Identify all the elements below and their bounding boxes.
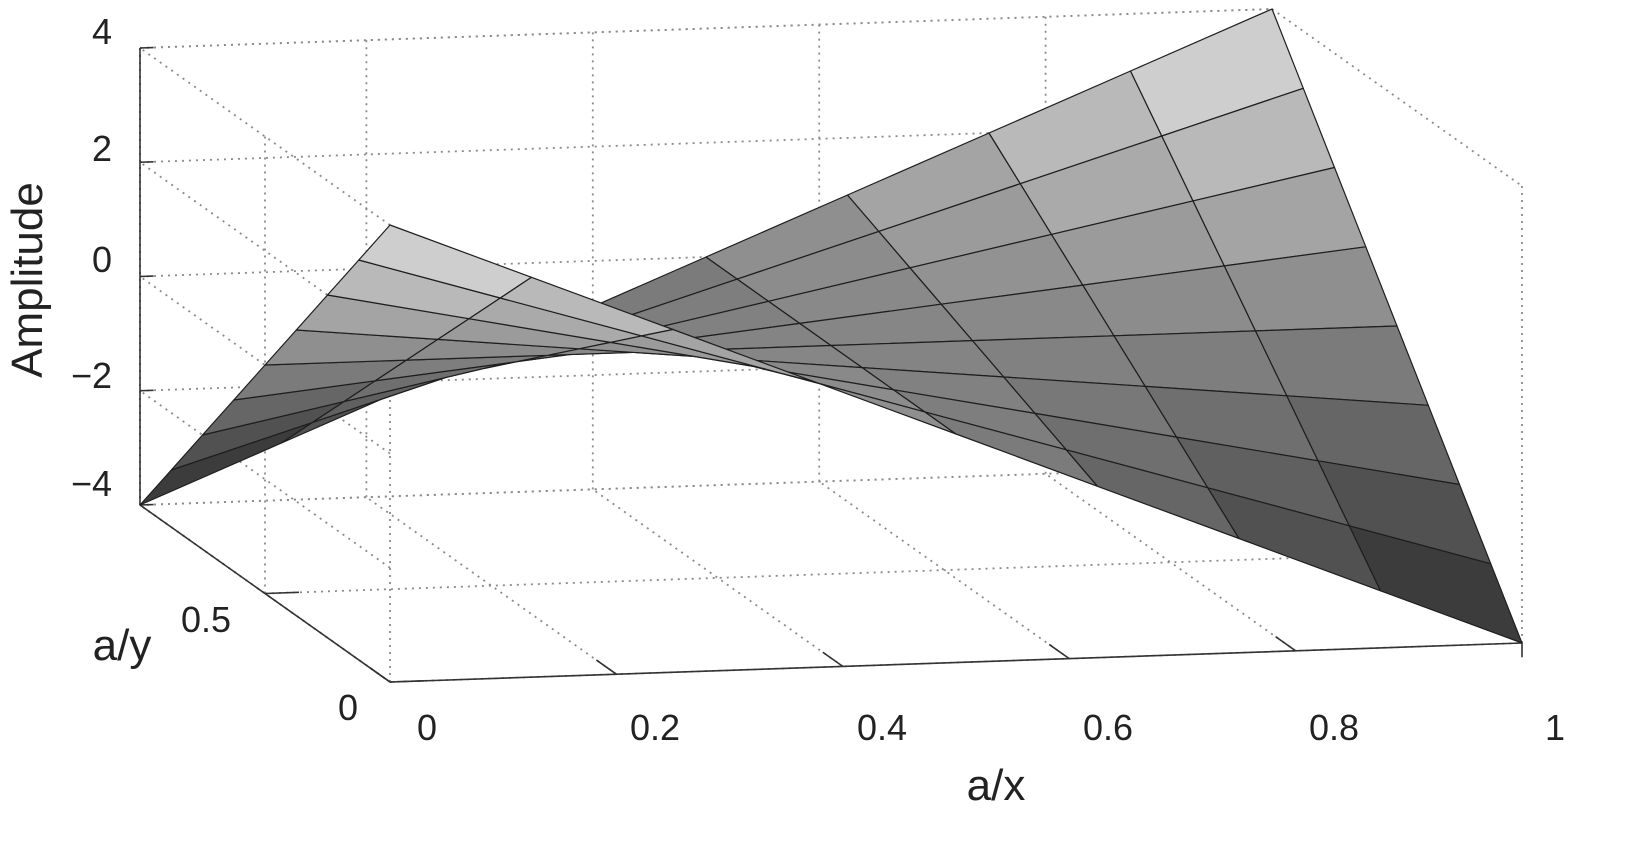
y-tick-mark <box>264 591 299 595</box>
z-tick-label: 2 <box>92 128 112 169</box>
x-tick-mark <box>1275 635 1297 652</box>
grid-line <box>365 496 617 675</box>
x-tick-mark <box>822 651 844 668</box>
y-tick-label: 0.5 <box>181 599 231 640</box>
grid-line <box>264 553 1398 595</box>
z-tick-label: 4 <box>92 11 112 52</box>
grid-line <box>139 8 1273 49</box>
axes-box <box>139 46 1523 683</box>
x-tick-label: 0.8 <box>1309 707 1359 748</box>
z-tick-labels: 4 2 0 −2 −4 <box>71 11 112 504</box>
surface <box>139 8 1523 644</box>
y-tick-mark <box>389 680 424 683</box>
x-tick-mark <box>595 659 617 675</box>
y-tick-labels: 0 0.5 <box>181 599 358 728</box>
x-tick-label: 1 <box>1545 707 1565 748</box>
x-tick-label: 0.2 <box>630 707 680 748</box>
grid-line <box>592 488 844 668</box>
z-tick-label: 0 <box>92 239 112 280</box>
y-tick-label: 0 <box>338 687 358 728</box>
x-tick-mark <box>369 667 391 683</box>
x-tick-labels: 0 0.2 0.4 0.6 0.8 1 <box>417 707 1565 748</box>
surface-facet <box>1348 525 1523 644</box>
z-axis-label: Amplitude <box>3 182 52 378</box>
x-tick-label: 0.6 <box>1083 707 1133 748</box>
x-tick-mark <box>1048 643 1070 660</box>
x-axis-label: a/x <box>967 761 1026 810</box>
x-tick-label: 0 <box>417 707 437 748</box>
z-tick-label: −2 <box>71 355 112 396</box>
x-axis-line <box>389 642 1523 683</box>
x-tick-label: 0.4 <box>857 707 907 748</box>
y-axis-label: a/y <box>93 621 152 670</box>
z-tick-label: −4 <box>71 463 112 504</box>
